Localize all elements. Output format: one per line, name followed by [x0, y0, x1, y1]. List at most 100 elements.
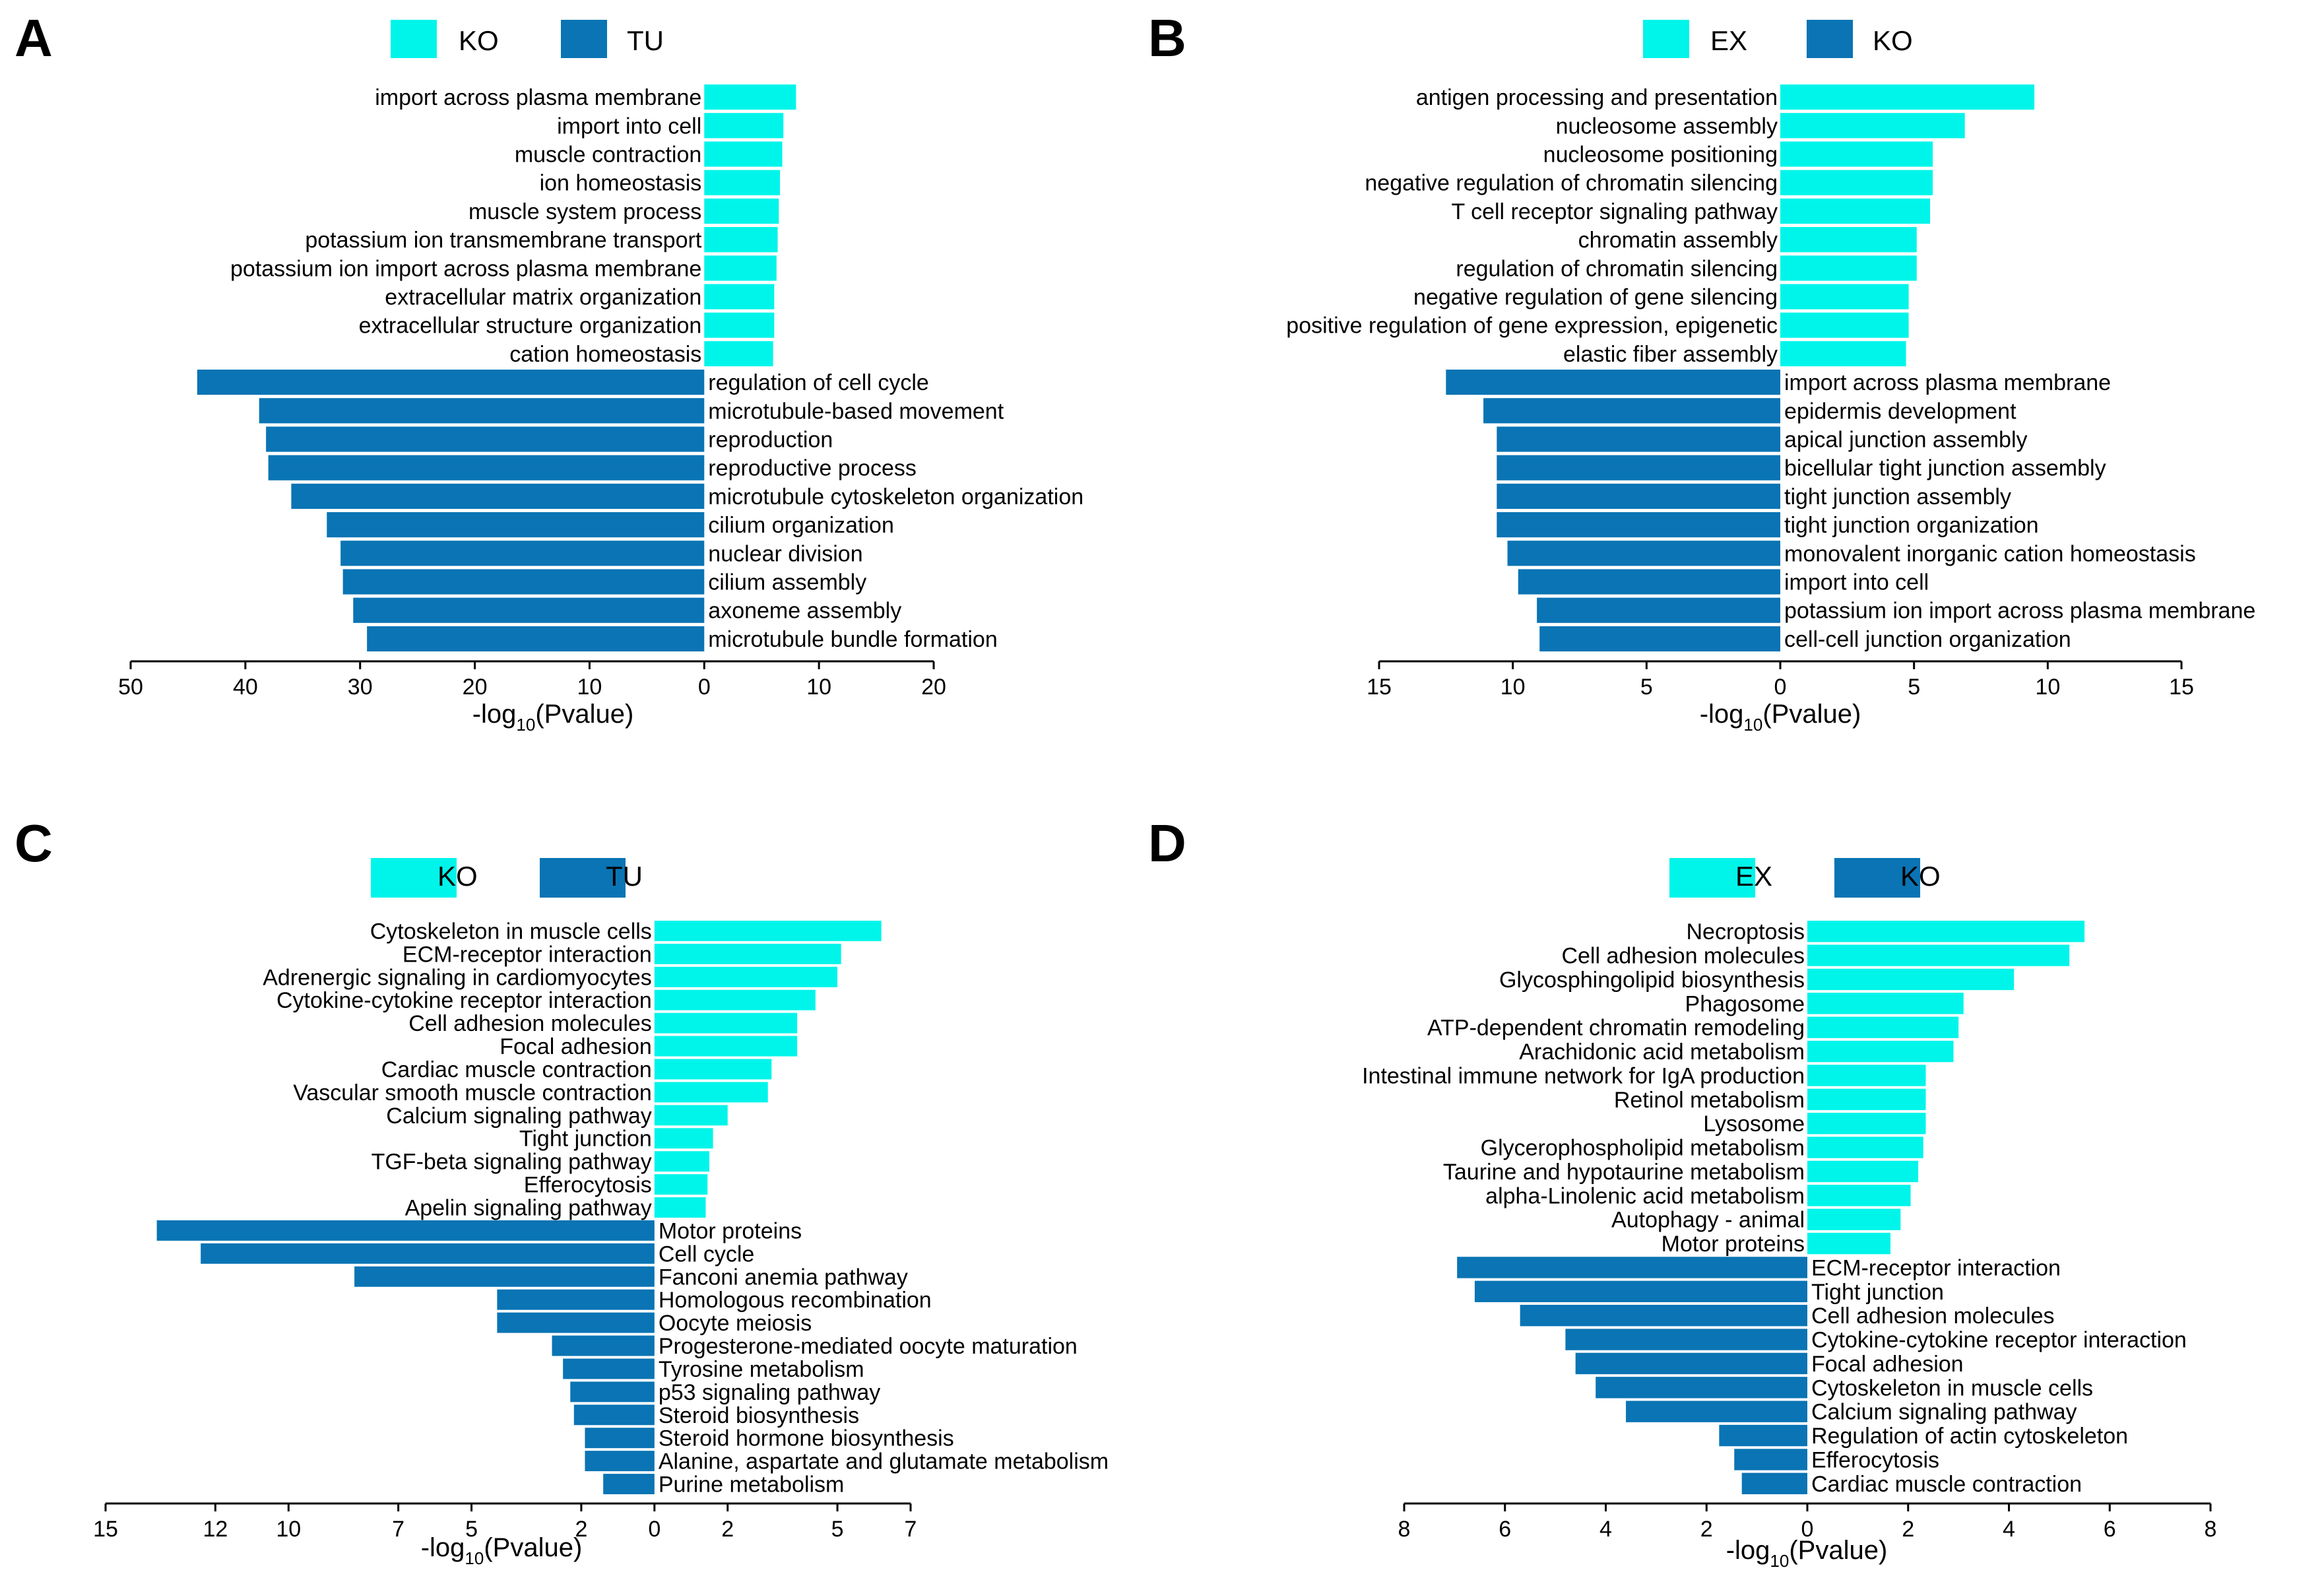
bar-ko-8 [1518, 569, 1780, 595]
category-label: potassium ion import across plasma membr… [230, 256, 701, 281]
legend-label-down: TU [606, 861, 643, 892]
panel-d-letter: D [1148, 814, 1186, 873]
bar-ex-8 [1780, 284, 1909, 310]
bar-ex-4 [1807, 993, 1964, 1014]
category-label: Alanine, aspartate and glutamate metabol… [659, 1449, 1109, 1474]
category-label: muscle contraction [515, 143, 701, 168]
category-label: muscle system process [468, 199, 701, 224]
bar-ko-9 [654, 1105, 728, 1126]
bar-ko-3 [1520, 1305, 1807, 1327]
bar-ko-12 [654, 1174, 708, 1195]
bar-ex-14 [1807, 1232, 1891, 1255]
legend-swatch-up [391, 20, 437, 58]
category-label: extracellular matrix organization [385, 285, 701, 310]
bar-ko-1 [1446, 370, 1780, 395]
legend-label-up: KO [459, 25, 499, 56]
bar-ex-9 [1807, 1113, 1926, 1135]
bar-ko-6 [1497, 512, 1780, 538]
x-tick-label: 2 [721, 1517, 734, 1542]
category-label: Intestinal immune network for IgA produc… [1362, 1063, 1805, 1088]
bar-ko-5 [654, 1012, 798, 1034]
bar-tu-1 [156, 1220, 655, 1241]
bar-ex-3 [1807, 968, 2015, 991]
x-tick-label: 50 [118, 675, 143, 700]
category-label: microtubule-based movement [708, 399, 1004, 424]
bar-ko-10 [1741, 1472, 1807, 1494]
bar-ko-11 [654, 1151, 709, 1172]
bar-ko-10 [1539, 626, 1780, 651]
legend-swatch-down [1834, 858, 1920, 898]
category-label: Tyrosine metabolism [659, 1357, 864, 1382]
bar-tu-5 [291, 483, 705, 509]
category-label: Cardiac muscle contraction [1811, 1472, 2082, 1497]
bar-tu-3 [266, 426, 705, 452]
panel-b: B EX KO antigen processing and presentat… [1148, 9, 2255, 735]
category-label: Focal adhesion [500, 1034, 652, 1059]
bar-ko-7 [704, 255, 777, 281]
category-label: Progesterone-mediated oocyte maturation [659, 1334, 1078, 1359]
category-label: Focal adhesion [1811, 1352, 1964, 1377]
category-label: import across plasma membrane [1784, 370, 2111, 395]
category-label: Calcium signaling pathway [386, 1104, 652, 1129]
x-tick-label: 5 [1640, 675, 1653, 700]
bar-ko-9 [1537, 597, 1780, 623]
category-label: Cell cycle [659, 1241, 754, 1267]
category-label: import into cell [557, 114, 701, 139]
x-tick-label: 20 [921, 675, 946, 700]
category-label: T cell receptor signaling pathway [1451, 199, 1778, 224]
category-label: Vascular smooth muscle contraction [293, 1080, 652, 1106]
bar-ex-9 [1780, 312, 1909, 338]
bar-ko-1 [654, 921, 882, 941]
legend-swatch-up [1669, 858, 1755, 898]
category-label: import across plasma membrane [375, 85, 701, 110]
category-label: Motor proteins [659, 1218, 802, 1243]
x-tick-label: 7 [392, 1517, 404, 1542]
category-label: Cell adhesion molecules [1811, 1304, 2055, 1329]
category-label: tight junction assembly [1784, 484, 2011, 510]
category-label: extracellular structure organization [359, 314, 702, 339]
bar-ko-6 [704, 227, 778, 253]
panel-c: C KO TU Cytoskeleton in muscle cellsECM-… [15, 814, 1109, 1568]
x-tick-label: 6 [1499, 1517, 1511, 1542]
bar-ex-11 [1807, 1160, 1919, 1183]
bar-ex-2 [1807, 944, 2070, 966]
bar-ex-5 [1780, 198, 1930, 224]
category-label: alpha-Linolenic acid metabolism [1485, 1183, 1805, 1208]
legend-swatch-down [1807, 20, 1853, 58]
bar-tu-1 [197, 370, 705, 395]
category-label: Necroptosis [1686, 919, 1805, 944]
category-label: Taurine and hypotaurine metabolism [1443, 1160, 1805, 1185]
category-label: ECM-receptor interaction [403, 942, 652, 967]
bar-ko-6 [1596, 1377, 1807, 1399]
x-tick-label: 12 [203, 1517, 228, 1542]
x-tick-label: 5 [1908, 675, 1920, 700]
x-tick-label: 15 [93, 1517, 118, 1542]
bar-ex-4 [1780, 170, 1933, 195]
category-label: Purine metabolism [659, 1472, 845, 1498]
panel-c-category-labels: Cytoskeleton in muscle cellsECM-receptor… [263, 919, 1109, 1497]
category-label: Glycosphingolipid biosynthesis [1499, 968, 1805, 993]
panel-c-letter: C [15, 814, 53, 873]
x-tick-label: 40 [233, 675, 258, 700]
panel-d-bars [1457, 921, 2085, 1494]
category-label: axoneme assembly [708, 599, 901, 624]
x-tick-label: 2 [1700, 1517, 1713, 1542]
category-label: Cell adhesion molecules [408, 1011, 652, 1036]
category-label: Cytokine-cytokine receptor interaction [1811, 1328, 2187, 1353]
x-tick-label: 2 [575, 1517, 587, 1542]
category-label: positive regulation of gene expression, … [1286, 314, 1778, 339]
bar-ko-4 [1497, 455, 1780, 480]
category-label: reproduction [708, 428, 833, 453]
category-label: Tight junction [519, 1127, 652, 1152]
category-label: bicellular tight junction assembly [1784, 456, 2106, 481]
x-tick-label: 0 [648, 1517, 661, 1542]
category-label: Phagosome [1685, 991, 1805, 1016]
x-tick-label: 10 [577, 675, 602, 700]
category-label: Cytoskeleton in muscle cells [370, 919, 652, 944]
category-label: cell-cell junction organization [1784, 627, 2071, 652]
bar-ex-3 [1780, 141, 1933, 167]
panel-b-bars [1446, 84, 2035, 651]
bar-ex-13 [1807, 1208, 1901, 1230]
category-label: tight junction organization [1784, 513, 2039, 538]
